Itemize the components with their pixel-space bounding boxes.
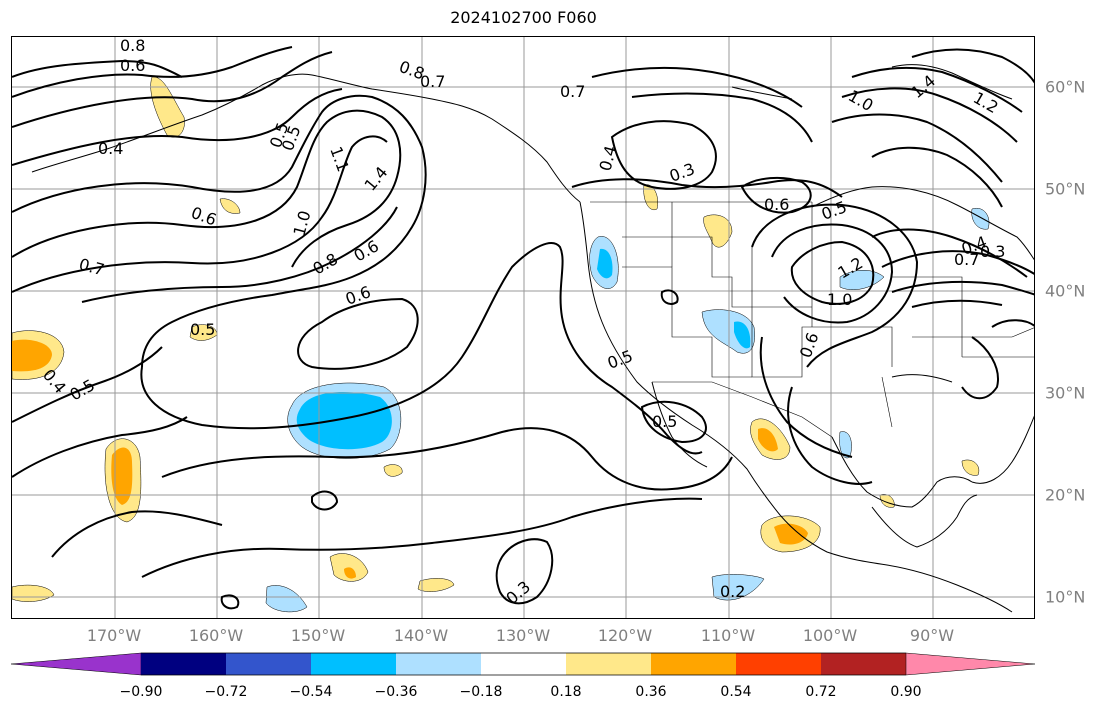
shaded-regions — [12, 76, 990, 613]
lon-label: 120°W — [597, 626, 653, 645]
contour-label: 0.7 — [954, 250, 979, 269]
map-panel[interactable]: 0.8 0.6 0.4 0.5 1.1 1.4 0.6 1.0 0.7 0.8 … — [11, 36, 1035, 619]
colorbar-tick-label: 0.90 — [890, 684, 922, 700]
lon-label: 140°W — [393, 626, 449, 645]
lon-label: 130°W — [495, 626, 551, 645]
borders — [590, 201, 1034, 438]
colorbar-segment — [481, 653, 566, 675]
colorbar-tick-label: −0.72 — [204, 684, 248, 700]
colorbar — [11, 652, 1036, 676]
contour-label: 0.7 — [420, 72, 445, 91]
contour-label: 0.3 — [667, 159, 697, 186]
contour-label: 1.0 — [290, 209, 315, 239]
lon-label: 170°W — [86, 626, 142, 645]
colorbar-segment — [905, 652, 1036, 676]
colorbar-tick-label: 0.36 — [635, 684, 667, 700]
contour-label: 1.1 — [326, 144, 353, 174]
contour-label: 0.3 — [502, 577, 534, 608]
colorbar-tick-label: 0.72 — [805, 684, 837, 700]
lat-label: 40°N — [1045, 281, 1086, 301]
contour-lines — [12, 46, 1034, 610]
contour-label: 0.5 — [190, 320, 215, 339]
lon-label: 100°W — [802, 626, 858, 645]
colorbar-segment — [651, 653, 736, 675]
colorbar-segment — [311, 653, 396, 675]
colorbar-segment — [226, 653, 311, 675]
contour-label: 0.6 — [351, 236, 383, 265]
colorbar-tick-label: 0.18 — [550, 684, 582, 700]
lon-label: 160°W — [188, 626, 244, 645]
lon-label: 90°W — [909, 626, 955, 645]
contour-label: 0.4 — [596, 144, 621, 174]
map-title: 2024102700 F060 — [450, 8, 597, 27]
colorbar-segment — [11, 652, 142, 676]
contour-label: 0.7 — [77, 255, 107, 280]
colorbar-tick-label: −0.36 — [374, 684, 418, 700]
contour-label: 0.6 — [764, 195, 789, 214]
lat-label: 20°N — [1045, 485, 1086, 505]
contour-label: 0.5 — [605, 346, 635, 373]
contour-label: 0.8 — [120, 37, 145, 55]
contour-label: 1.2 — [970, 88, 1002, 117]
contour-labels: 0.8 0.6 0.4 0.5 1.1 1.4 0.6 1.0 0.7 0.8 … — [39, 37, 1006, 608]
contour-label: 0.4 — [98, 139, 123, 158]
contour-label: 1.4 — [361, 163, 392, 195]
lat-label: 60°N — [1045, 77, 1086, 97]
colorbar-tick-label: −0.54 — [289, 684, 333, 700]
colorbar-segment — [566, 653, 651, 675]
contour-label: 0.8 — [310, 249, 342, 278]
colorbar-tick-label: −0.90 — [119, 684, 163, 700]
colorbar-segment — [821, 653, 906, 675]
contour-label: 0.7 — [560, 82, 585, 101]
contour-label: 0.6 — [120, 56, 145, 75]
contour-label: 1.4 — [907, 71, 939, 102]
map-canvas: 0.8 0.6 0.4 0.5 1.1 1.4 0.6 1.0 0.7 0.8 … — [12, 37, 1034, 618]
contour-label: 0.6 — [343, 282, 373, 309]
colorbar-segment — [141, 653, 226, 675]
contour-label: 0.5 — [652, 412, 677, 431]
colorbar-tick-label: −0.18 — [459, 684, 503, 700]
coastlines — [31, 64, 1034, 613]
contour-label: 0.5 — [67, 375, 99, 404]
contour-label: 1.0 — [827, 290, 852, 309]
lat-label: 10°N — [1045, 587, 1086, 607]
contour-label: 0.3 — [980, 242, 1005, 261]
graticule — [12, 37, 1034, 618]
colorbar-segment — [396, 653, 481, 675]
contour-label: 0.2 — [720, 582, 745, 601]
colorbar-tick-label: 0.54 — [720, 684, 752, 700]
lat-label: 50°N — [1045, 179, 1086, 199]
lon-label: 150°W — [290, 626, 346, 645]
colorbar-segment — [736, 653, 821, 675]
lat-label: 30°N — [1045, 383, 1086, 403]
lon-label: 110°W — [700, 626, 756, 645]
